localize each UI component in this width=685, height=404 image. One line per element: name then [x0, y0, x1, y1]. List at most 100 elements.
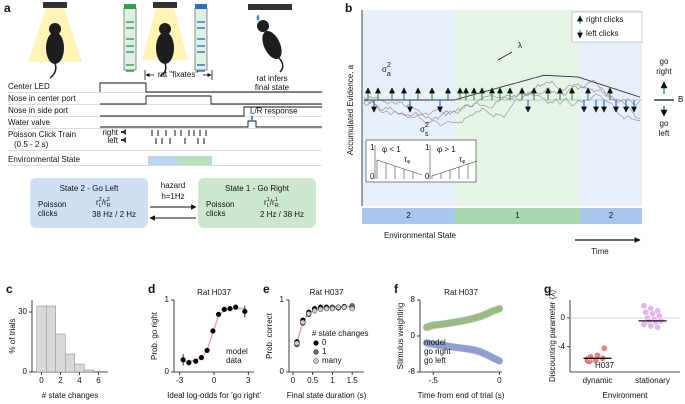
state-text: Poisson: [206, 200, 234, 209]
data-point: [193, 358, 199, 364]
y-tick-label: 1: [165, 295, 170, 304]
trace-side-port: [100, 106, 322, 117]
row-label: Center LED: [8, 82, 50, 91]
inset-tick: 1: [370, 143, 375, 152]
rate-part: 2: [107, 197, 110, 203]
rate-part: /: [270, 198, 273, 207]
caption: rat infers: [256, 74, 287, 83]
tau: τ: [459, 155, 463, 164]
lambda-symbol: λ: [518, 41, 522, 50]
rate-symbol: r1 L/r1 R: [264, 197, 279, 209]
legend-entry: many: [322, 356, 342, 365]
band: [423, 305, 503, 331]
bound-label: B: [678, 95, 683, 104]
lamp: [153, 2, 177, 8]
env-state-1: [178, 156, 212, 165]
trace-center-port: [100, 95, 322, 105]
sigma: σ: [382, 65, 387, 74]
speaker-icon: [121, 129, 126, 143]
legend-marker: [313, 358, 319, 364]
panel-label: b: [345, 1, 352, 15]
y-axis-label: % of trials: [8, 318, 17, 353]
data-point: [221, 306, 227, 312]
row-label: Poisson Click Train: [8, 130, 76, 139]
panel-label: e: [263, 282, 270, 296]
state-bar-label: 2: [609, 211, 614, 220]
data-point: [186, 360, 192, 366]
data-point: [640, 320, 648, 328]
y-tick-label: -4: [558, 342, 566, 351]
inset-tick: 0: [370, 172, 375, 181]
x-tick-label: -3: [176, 376, 184, 385]
x-tick-label: 2: [58, 376, 63, 385]
legend-title: # state changes: [312, 329, 368, 338]
y-axis-label: Discounting parameter (λ): [548, 290, 557, 382]
data-point: [654, 323, 662, 331]
x-axis-label: Environmental State: [384, 231, 457, 240]
state-bar-label: 1: [515, 211, 520, 220]
data-point: [227, 306, 233, 312]
x-axis-label: # state changes: [42, 391, 98, 400]
legend-entry: data: [226, 356, 242, 365]
x-tick-label: -.5: [429, 376, 439, 385]
env-state-2: [148, 156, 178, 165]
x-tick-label: 0: [497, 376, 502, 385]
band: [423, 339, 503, 365]
click-bar-cap: [195, 4, 207, 9]
rate-part: L: [99, 203, 102, 209]
evidence-trajectory: [363, 92, 641, 121]
chart-title: Rat H037: [310, 288, 344, 297]
rate-part: /: [102, 198, 105, 207]
hazard-label: hazard: [161, 181, 185, 190]
state-title: State 1 - Go Right: [225, 184, 290, 193]
x-tick-label: 4: [77, 376, 82, 385]
tau-sub: φ: [407, 159, 411, 165]
data-point: [312, 308, 318, 314]
rate-part: 1: [275, 197, 278, 203]
data-point: [294, 340, 300, 346]
sigma-sub: a: [387, 71, 391, 78]
chart-title: Rat H037: [444, 288, 478, 297]
y-axis-label: Prob. correct: [265, 312, 274, 359]
caption: final state: [255, 83, 290, 92]
rate-part: r: [104, 198, 107, 207]
sigma-sup: 2: [387, 62, 391, 69]
state-box: [198, 178, 316, 228]
y-axis-label: Accumulated Evidence, a: [346, 64, 355, 155]
sigma: σ: [420, 125, 425, 134]
annotation: H037: [595, 361, 615, 370]
bar: [65, 353, 75, 373]
state-bar: [580, 208, 642, 224]
row-label: Nose in center port: [8, 94, 76, 103]
time-label: Time: [591, 247, 609, 256]
row-label: Nose in side port: [8, 106, 69, 115]
y-tick-label: 30: [18, 307, 27, 316]
legend-entry: model: [226, 347, 248, 356]
state-bar: [455, 208, 580, 224]
legend-entry: go right: [424, 347, 451, 356]
x-axis-label: Ideal log-odds for 'go right': [167, 391, 261, 400]
rat-tail: [159, 62, 167, 77]
legend-entry: model: [424, 338, 446, 347]
water-drop: [250, 115, 254, 121]
legend-entry: left clicks: [586, 29, 618, 38]
rate-part: R: [107, 203, 111, 209]
state-text: clicks: [38, 209, 58, 218]
x-axis-label: Environment: [603, 391, 649, 400]
inset-label: φ > 1: [437, 145, 456, 154]
go-left: go: [660, 119, 669, 128]
y-tick-label: 0: [561, 313, 566, 322]
click-label: right: [102, 128, 118, 137]
state-bar-label: 2: [406, 211, 411, 220]
y-tick-label: 1: [280, 295, 285, 304]
rat-head: [159, 23, 171, 35]
data-point: [242, 308, 248, 315]
rate-part: 2: [99, 197, 102, 203]
sigma-symbol: σ2 s: [420, 122, 429, 138]
legend-entry: 1: [322, 347, 327, 356]
rate-part: r: [264, 198, 267, 207]
y-tick-label: 0: [23, 367, 28, 376]
legend-box: [571, 11, 643, 43]
x-tick-label: 0.5: [307, 376, 319, 385]
data-point: [210, 328, 216, 334]
